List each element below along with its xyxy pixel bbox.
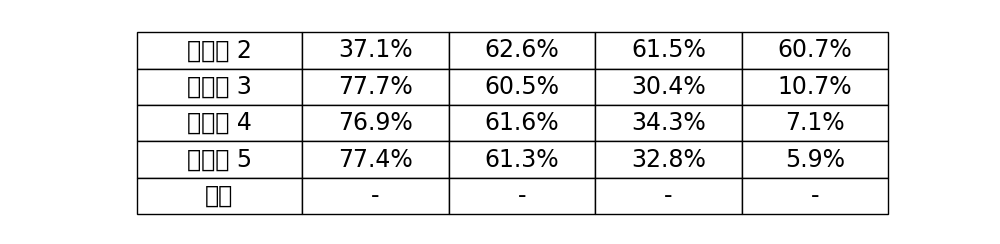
Bar	[595, 105, 742, 142]
Bar	[302, 32, 449, 69]
Text: 34.3%: 34.3%	[631, 111, 706, 135]
Bar	[449, 105, 595, 142]
Text: 77.4%: 77.4%	[338, 148, 413, 172]
Bar	[742, 105, 888, 142]
Bar	[137, 142, 302, 178]
Text: 对比例 5: 对比例 5	[187, 148, 252, 172]
Bar	[595, 178, 742, 214]
Bar	[595, 142, 742, 178]
Text: 7.1%: 7.1%	[785, 111, 845, 135]
Text: 对比例 2: 对比例 2	[187, 38, 252, 62]
Bar	[742, 142, 888, 178]
Text: -: -	[664, 184, 673, 208]
Bar	[742, 69, 888, 105]
Text: 对比例 4: 对比例 4	[187, 111, 252, 135]
Text: -: -	[371, 184, 380, 208]
Bar	[449, 142, 595, 178]
Text: 10.7%: 10.7%	[778, 75, 852, 99]
Text: 对比例 3: 对比例 3	[187, 75, 252, 99]
Text: 76.9%: 76.9%	[338, 111, 413, 135]
Bar	[742, 32, 888, 69]
Text: 61.5%: 61.5%	[631, 38, 706, 62]
Text: 60.7%: 60.7%	[778, 38, 852, 62]
Bar	[302, 105, 449, 142]
Bar	[137, 69, 302, 105]
Text: -: -	[811, 184, 819, 208]
Text: 37.1%: 37.1%	[338, 38, 413, 62]
Bar	[137, 32, 302, 69]
Bar	[137, 105, 302, 142]
Bar	[449, 69, 595, 105]
Bar	[595, 69, 742, 105]
Bar	[302, 142, 449, 178]
Bar	[595, 32, 742, 69]
Text: 30.4%: 30.4%	[631, 75, 706, 99]
Text: 61.6%: 61.6%	[485, 111, 559, 135]
Bar	[449, 32, 595, 69]
Bar	[302, 69, 449, 105]
Text: 32.8%: 32.8%	[631, 148, 706, 172]
Bar	[137, 178, 302, 214]
Text: 对照: 对照	[205, 184, 233, 208]
Bar	[302, 178, 449, 214]
Text: 60.5%: 60.5%	[484, 75, 559, 99]
Bar	[742, 178, 888, 214]
Text: 77.7%: 77.7%	[338, 75, 413, 99]
Text: 61.3%: 61.3%	[485, 148, 559, 172]
Bar	[449, 178, 595, 214]
Text: 5.9%: 5.9%	[785, 148, 845, 172]
Text: 62.6%: 62.6%	[485, 38, 559, 62]
Text: -: -	[518, 184, 526, 208]
